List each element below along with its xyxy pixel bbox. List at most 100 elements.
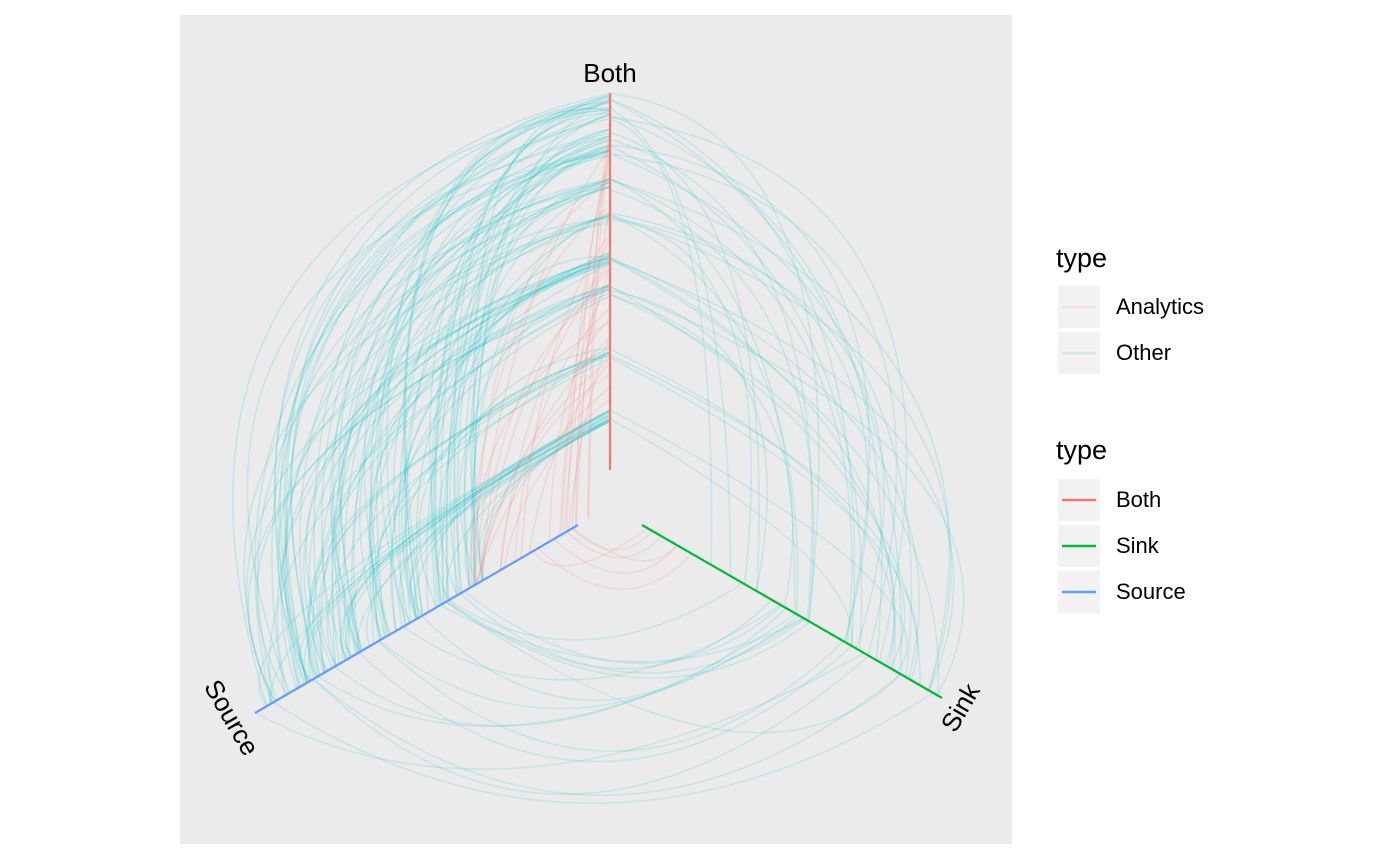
edge-curve-105 bbox=[306, 346, 611, 678]
legend-key-both bbox=[1058, 479, 1100, 521]
edge-curve-169 bbox=[439, 604, 805, 663]
edge-curve-70 bbox=[345, 414, 611, 658]
edge-curve-97 bbox=[329, 221, 611, 651]
edge-curve-22 bbox=[339, 410, 611, 660]
edge-curve-196 bbox=[474, 179, 611, 585]
edge-curve-74 bbox=[371, 257, 611, 640]
edge-curve-52 bbox=[408, 419, 611, 620]
edge-curve-203 bbox=[553, 538, 679, 574]
edge-curve-27 bbox=[458, 346, 611, 585]
edge-curve-197 bbox=[475, 386, 611, 585]
edge-curve-5 bbox=[456, 139, 611, 594]
edge-curve-157 bbox=[459, 592, 773, 670]
edge-curve-12 bbox=[334, 213, 611, 661]
edge-curve-85 bbox=[404, 107, 611, 616]
edge-curve-53 bbox=[449, 257, 611, 595]
edge-curve-37 bbox=[386, 108, 611, 628]
edge-curve-174 bbox=[567, 335, 611, 531]
legend-label-source: Source bbox=[1116, 579, 1186, 604]
edge-curve-107 bbox=[307, 262, 611, 681]
edge-curve-199 bbox=[561, 281, 611, 535]
legend-key-sink bbox=[1058, 525, 1100, 567]
edge-curve-11 bbox=[402, 109, 611, 618]
edge-curve-69 bbox=[453, 128, 611, 596]
edge-curve-92 bbox=[283, 117, 611, 683]
edge-curve-8 bbox=[470, 211, 611, 587]
edge-curve-119 bbox=[404, 215, 611, 620]
edge-curve-205 bbox=[571, 527, 678, 562]
edge-curve-152 bbox=[609, 177, 796, 613]
legend-item-source: Source bbox=[1056, 571, 1186, 617]
legend-key-other bbox=[1058, 332, 1100, 374]
edge-curve-93 bbox=[298, 411, 611, 684]
edge-curve-134 bbox=[609, 152, 913, 678]
edge-curve-185 bbox=[481, 282, 611, 581]
axis-sink bbox=[641, 524, 943, 699]
edge-curve-19 bbox=[243, 213, 611, 704]
edge-curve-59 bbox=[370, 260, 611, 638]
edge-curve-108 bbox=[432, 144, 611, 607]
edge-curve-164 bbox=[448, 582, 744, 641]
edge-curve-139 bbox=[609, 114, 883, 661]
edge-curve-149 bbox=[609, 258, 940, 696]
edge-curve-161 bbox=[445, 601, 902, 734]
edge-curve-47 bbox=[254, 139, 611, 704]
edge-curve-140 bbox=[609, 98, 856, 646]
edge-curve-111 bbox=[440, 94, 611, 603]
edge-curve-0 bbox=[337, 98, 611, 662]
edge-curve-198 bbox=[480, 263, 611, 582]
edge-curve-186 bbox=[503, 398, 611, 568]
edge-curve-44 bbox=[445, 417, 611, 602]
edge-curve-163 bbox=[334, 613, 797, 727]
edge-curve-23 bbox=[338, 150, 611, 652]
edge-curve-204 bbox=[532, 527, 649, 567]
edge-curve-104 bbox=[464, 179, 611, 588]
edge-curve-41 bbox=[318, 352, 611, 666]
edge-curve-30 bbox=[469, 255, 611, 581]
edge-curve-38 bbox=[277, 186, 611, 683]
edge-curve-122 bbox=[609, 357, 919, 681]
edge-curve-1 bbox=[430, 137, 611, 608]
edge-curve-177 bbox=[563, 267, 611, 533]
edge-curve-64 bbox=[232, 101, 611, 707]
edge-curve-83 bbox=[401, 284, 611, 619]
edge-curve-24 bbox=[350, 177, 611, 655]
edge-curve-180 bbox=[468, 205, 611, 589]
edge-curve-184 bbox=[587, 133, 611, 519]
edge-curve-106 bbox=[434, 99, 611, 606]
edge-curve-71 bbox=[478, 420, 611, 581]
edge-curve-195 bbox=[528, 362, 611, 554]
edge-curve-121 bbox=[609, 257, 896, 670]
edge-curve-7 bbox=[320, 253, 611, 673]
edge-curve-136 bbox=[609, 294, 794, 608]
edge-curve-16 bbox=[308, 354, 611, 672]
edge-curve-26 bbox=[415, 254, 611, 616]
edge-curve-101 bbox=[268, 409, 611, 705]
edge-curve-2 bbox=[277, 255, 611, 682]
edge-curve-130 bbox=[609, 138, 813, 621]
edge-curve-171 bbox=[313, 655, 870, 796]
legend-label-sink: Sink bbox=[1116, 533, 1159, 558]
legend-item-other: Other bbox=[1056, 332, 1171, 378]
edge-curve-160 bbox=[421, 607, 787, 702]
edge-curve-88 bbox=[352, 149, 611, 653]
edge-curve-3 bbox=[256, 185, 611, 701]
edge-curve-33 bbox=[437, 413, 611, 601]
edge-curve-6 bbox=[370, 181, 611, 636]
edge-curve-13 bbox=[434, 186, 611, 605]
edge-curve-145 bbox=[609, 116, 908, 662]
edge-curve-165 bbox=[272, 692, 934, 804]
edge-curve-147 bbox=[609, 92, 820, 621]
edge-curve-55 bbox=[376, 94, 611, 638]
legend-label-other: Other bbox=[1116, 340, 1172, 365]
edge-curve-14 bbox=[368, 114, 611, 644]
edge-curve-131 bbox=[609, 285, 921, 686]
edges-analytics-group bbox=[468, 133, 693, 590]
edge-curve-132 bbox=[609, 213, 952, 691]
edge-curve-49 bbox=[271, 109, 611, 696]
edge-curve-155 bbox=[609, 98, 902, 675]
legend-item-analytics: Analytics bbox=[1056, 286, 1204, 332]
edge-curve-181 bbox=[575, 137, 611, 526]
edge-curve-153 bbox=[609, 188, 815, 622]
edge-curve-138 bbox=[609, 286, 965, 696]
